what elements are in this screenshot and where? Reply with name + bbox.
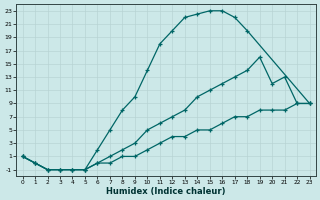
X-axis label: Humidex (Indice chaleur): Humidex (Indice chaleur) — [106, 187, 226, 196]
